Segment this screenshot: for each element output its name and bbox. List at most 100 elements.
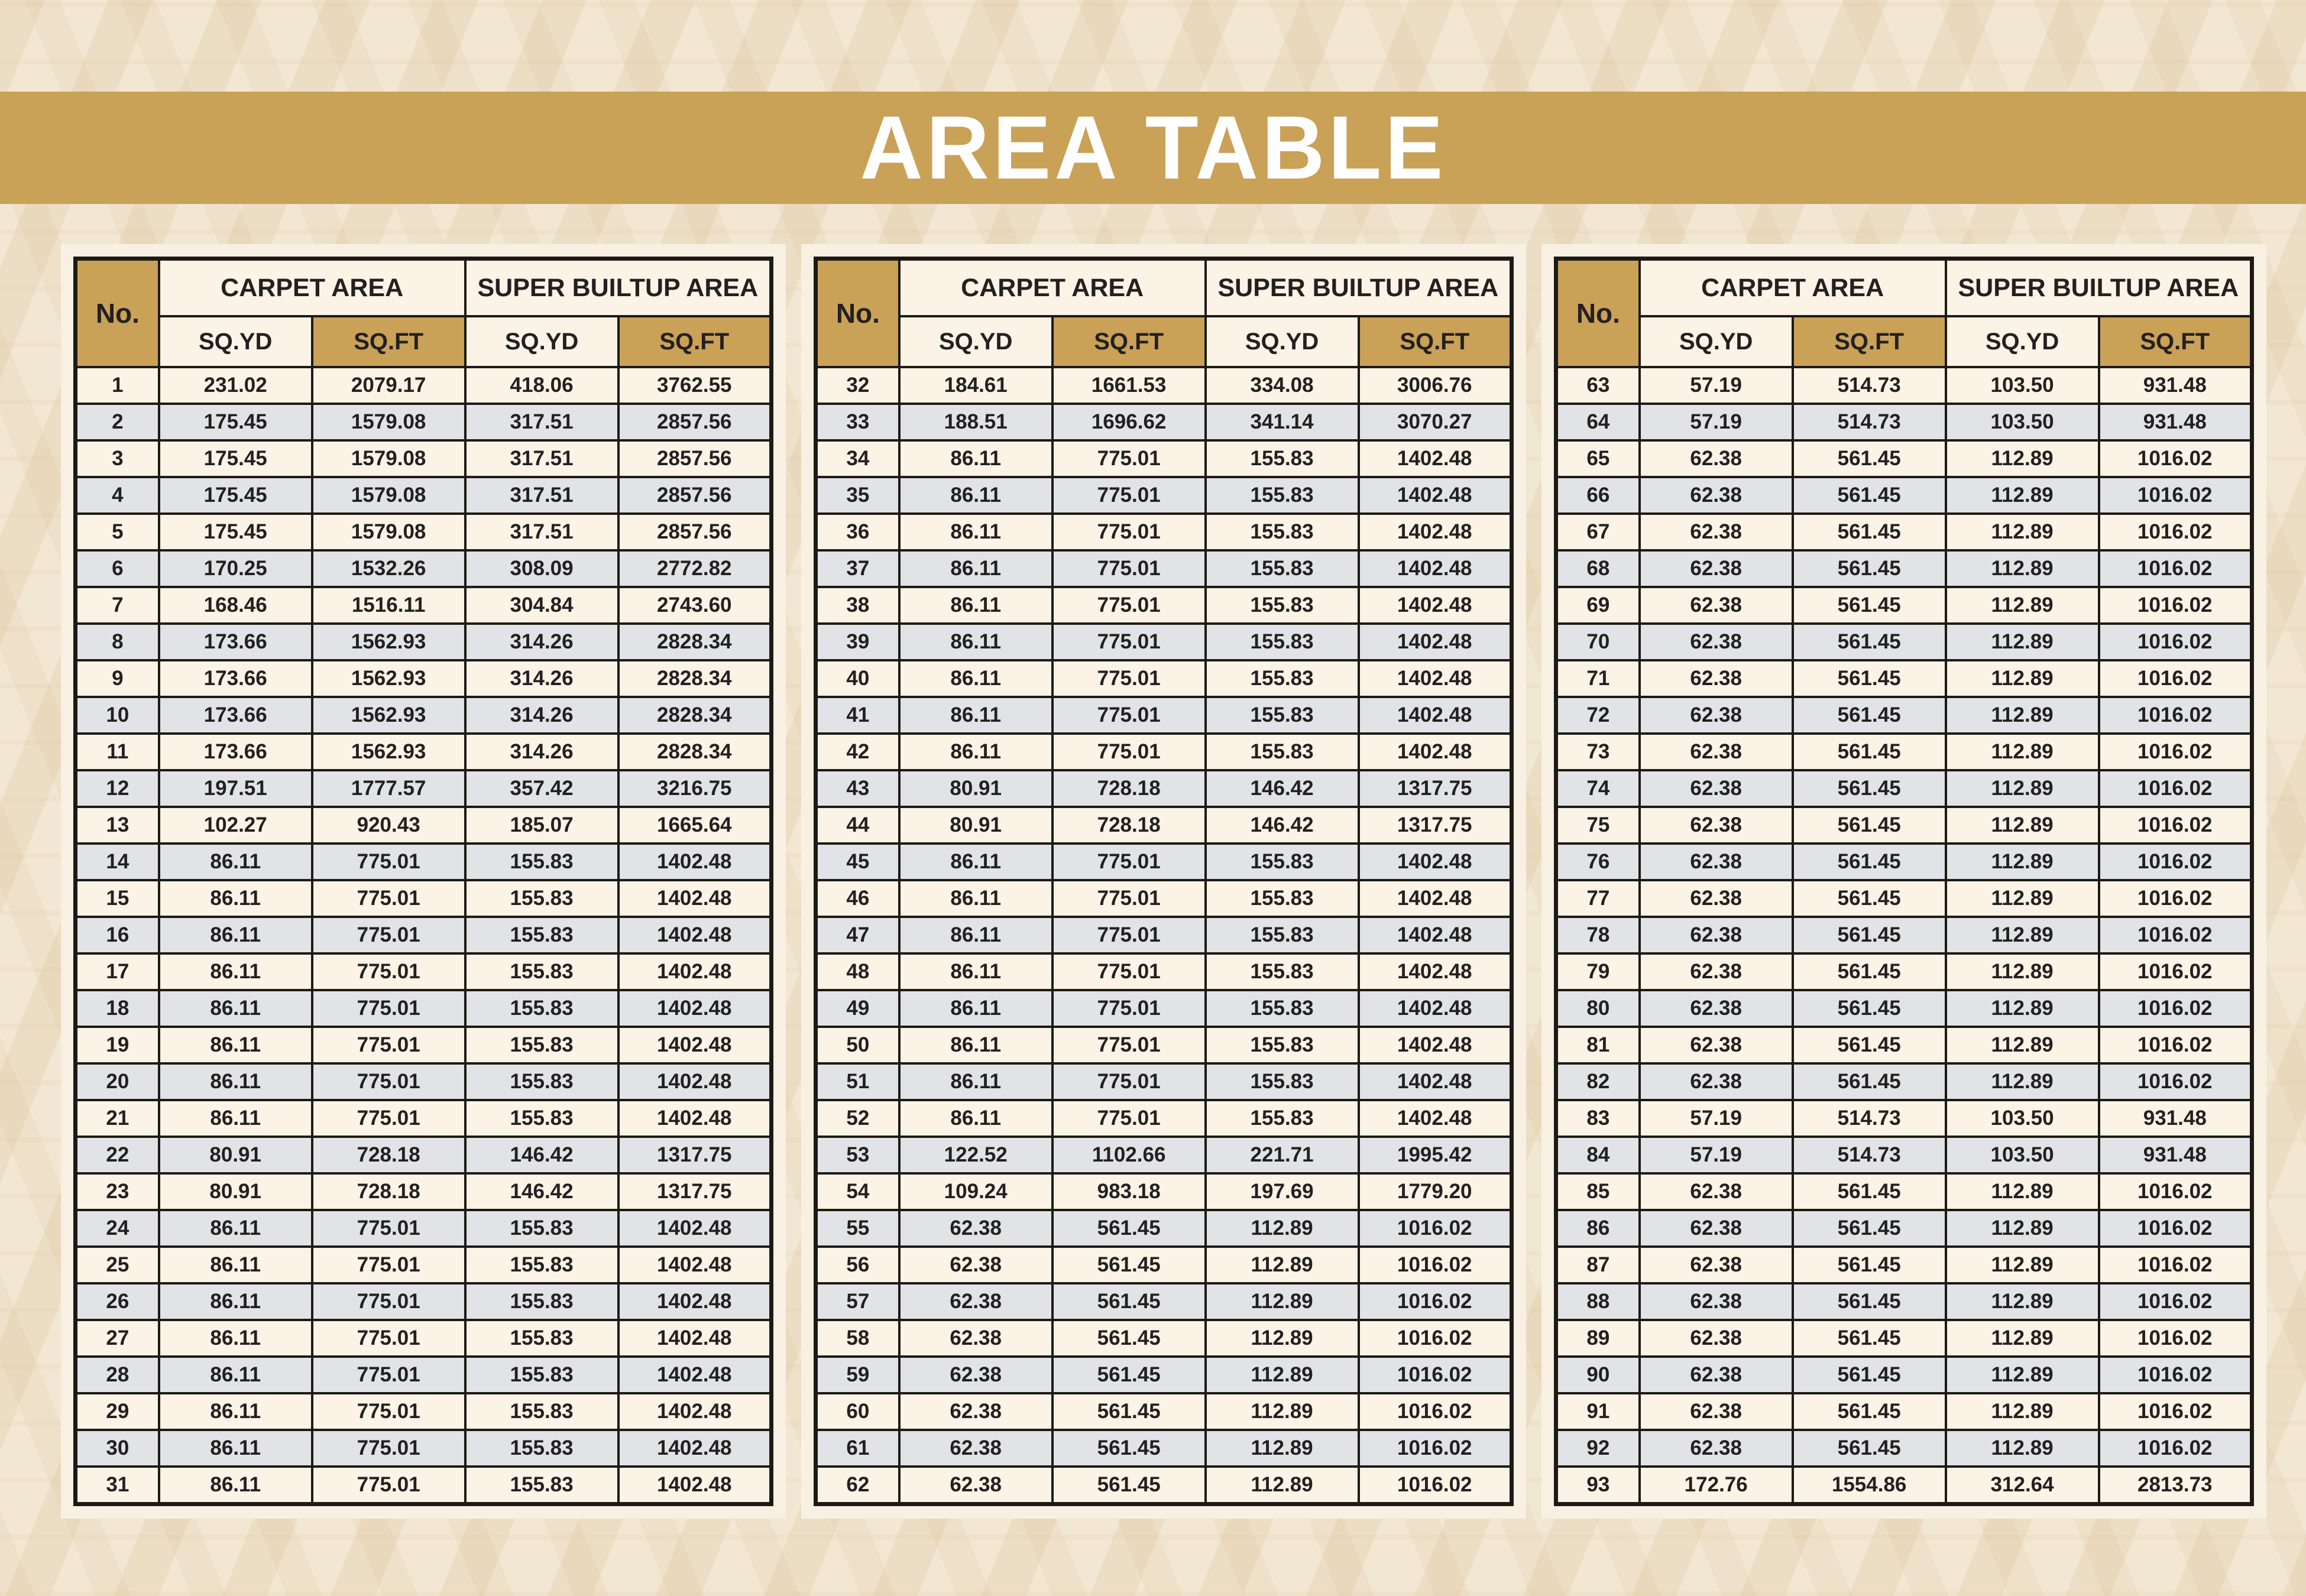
super-sqft-cell: 1317.75 <box>1357 769 1513 808</box>
super-sqyd-header: SQ.YD <box>1944 315 2100 368</box>
super-sqft-cell: 1016.02 <box>2097 1026 2253 1065</box>
carpet-sqyd-cell: 172.76 <box>1638 1465 1794 1506</box>
super-sqyd-cell: 197.69 <box>1204 1172 1360 1211</box>
row-number-cell: 6 <box>74 549 160 588</box>
carpet-sqft-cell: 514.73 <box>1791 366 1947 405</box>
super-sqft-cell: 1665.64 <box>617 806 773 845</box>
carpet-sqft-cell: 775.01 <box>310 1429 467 1468</box>
table-row: 18 86.11 775.01 155.83 1402.48 <box>74 989 773 1028</box>
carpet-sqyd-cell: 86.11 <box>898 476 1054 515</box>
super-sqyd-cell: 341.14 <box>1204 403 1360 442</box>
carpet-sqft-cell: 775.01 <box>310 1282 467 1321</box>
super-sqft-cell: 1402.48 <box>617 1282 773 1321</box>
no-header: No. <box>814 257 901 368</box>
super-sqyd-cell: 314.26 <box>464 732 620 771</box>
row-number-cell: 3 <box>74 439 160 478</box>
carpet-sqft-cell: 2079.17 <box>310 366 467 405</box>
carpet-sqft-cell: 775.01 <box>1051 439 1207 478</box>
super-sqft-cell: 1402.48 <box>1357 622 1513 661</box>
carpet-sqyd-cell: 62.38 <box>1638 806 1794 845</box>
carpet-sqft-cell: 775.01 <box>1051 1026 1207 1065</box>
table-row: 48 86.11 775.01 155.83 1402.48 <box>814 952 1513 991</box>
super-sqyd-cell: 155.83 <box>464 1429 620 1468</box>
row-number-cell: 8 <box>74 622 160 661</box>
table-row: 53 122.52 1102.66 221.71 1995.42 <box>814 1136 1513 1175</box>
super-sqyd-cell: 112.89 <box>1944 476 2100 515</box>
carpet-sqft-cell: 775.01 <box>310 842 467 881</box>
carpet-sqft-cell: 514.73 <box>1791 1136 1947 1175</box>
row-number-cell: 43 <box>814 769 901 808</box>
table-row: 11 173.66 1562.93 314.26 2828.34 <box>74 732 773 771</box>
super-sqyd-cell: 357.42 <box>464 769 620 808</box>
carpet-sqft-cell: 561.45 <box>1051 1392 1207 1431</box>
area-table-1: No. CARPET AREA SUPER BUILTUP AREA SQ.YD SQ.… <box>73 257 773 1506</box>
super-sqyd-cell: 317.51 <box>464 439 620 478</box>
super-sqft-cell: 1016.02 <box>1357 1465 1513 1506</box>
row-number-cell: 2 <box>74 403 160 442</box>
super-sqyd-cell: 112.89 <box>1944 1429 2100 1468</box>
carpet-sqft-cell: 1696.62 <box>1051 403 1207 442</box>
row-number-cell: 15 <box>74 879 160 918</box>
row-number-cell: 44 <box>814 806 901 845</box>
super-sqyd-cell: 155.83 <box>1204 1026 1360 1065</box>
table-row: 21 86.11 775.01 155.83 1402.48 <box>74 1099 773 1138</box>
carpet-sqft-cell: 561.45 <box>1791 439 1947 478</box>
super-sqyd-cell: 155.83 <box>464 879 620 918</box>
carpet-sqft-cell: 775.01 <box>310 1465 467 1506</box>
carpet-sqyd-cell: 62.38 <box>1638 659 1794 698</box>
row-number-cell: 80 <box>1554 989 1641 1028</box>
carpet-sqyd-cell: 62.38 <box>1638 1355 1794 1394</box>
row-number-cell: 22 <box>74 1136 160 1175</box>
super-sqyd-cell: 155.83 <box>1204 732 1360 771</box>
super-sqft-cell: 1016.02 <box>2097 1062 2253 1101</box>
super-sqyd-cell: 155.83 <box>464 842 620 881</box>
carpet-sqyd-cell: 86.11 <box>157 879 313 918</box>
row-number-cell: 52 <box>814 1099 901 1138</box>
carpet-sqft-cell: 561.45 <box>1791 1026 1947 1065</box>
carpet-sqft-cell: 561.45 <box>1051 1245 1207 1284</box>
table-row: 69 62.38 561.45 112.89 1016.02 <box>1554 586 2253 625</box>
carpet-sqyd-cell: 57.19 <box>1638 366 1794 405</box>
super-sqft-cell: 2857.56 <box>617 439 773 478</box>
row-number-cell: 30 <box>74 1429 160 1468</box>
carpet-sqyd-cell: 62.38 <box>1638 476 1794 515</box>
table-row: 6 170.25 1532.26 308.09 2772.82 <box>74 549 773 588</box>
table-row: 15 86.11 775.01 155.83 1402.48 <box>74 879 773 918</box>
carpet-sqyd-cell: 86.11 <box>157 1465 313 1506</box>
super-sqyd-cell: 155.83 <box>464 952 620 991</box>
table-row: 25 86.11 775.01 155.83 1402.48 <box>74 1245 773 1284</box>
super-sqyd-cell: 155.83 <box>1204 879 1360 918</box>
row-number-cell: 76 <box>1554 842 1641 881</box>
carpet-sqyd-cell: 86.11 <box>898 916 1054 955</box>
carpet-sqyd-cell: 86.11 <box>898 842 1054 881</box>
carpet-area-header: CARPET AREA <box>157 257 467 317</box>
carpet-sqft-cell: 728.18 <box>310 1172 467 1211</box>
table-row: 4 175.45 1579.08 317.51 2857.56 <box>74 476 773 515</box>
row-number-cell: 88 <box>1554 1282 1641 1321</box>
row-number-cell: 40 <box>814 659 901 698</box>
table-row: 43 80.91 728.18 146.42 1317.75 <box>814 769 1513 808</box>
table-row: 77 62.38 561.45 112.89 1016.02 <box>1554 879 2253 918</box>
row-number-cell: 4 <box>74 476 160 515</box>
carpet-sqyd-cell: 86.11 <box>898 732 1054 771</box>
super-sqyd-cell: 146.42 <box>1204 806 1360 845</box>
carpet-sqft-cell: 775.01 <box>1051 696 1207 735</box>
carpet-sqft-cell: 561.45 <box>1791 549 1947 588</box>
super-sqft-cell: 931.48 <box>2097 1136 2253 1175</box>
super-sqft-cell: 931.48 <box>2097 366 2253 405</box>
carpet-sqyd-cell: 62.38 <box>1638 622 1794 661</box>
table-row: 91 62.38 561.45 112.89 1016.02 <box>1554 1392 2253 1431</box>
page-title: AREA TABLE <box>860 97 1446 198</box>
carpet-sqyd-cell: 62.38 <box>1638 1392 1794 1431</box>
carpet-sqyd-cell: 62.38 <box>1638 1282 1794 1321</box>
carpet-sqft-cell: 728.18 <box>1051 806 1207 845</box>
carpet-sqft-cell: 561.45 <box>1791 1245 1947 1284</box>
row-number-cell: 67 <box>1554 512 1641 552</box>
carpet-sqft-header: SQ.FT <box>1051 315 1207 368</box>
table-row: 66 62.38 561.45 112.89 1016.02 <box>1554 476 2253 515</box>
row-number-cell: 26 <box>74 1282 160 1321</box>
super-sqyd-cell: 155.83 <box>464 1209 620 1248</box>
row-number-cell: 45 <box>814 842 901 881</box>
carpet-sqft-cell: 775.01 <box>310 1245 467 1284</box>
carpet-sqft-cell: 1532.26 <box>310 549 467 588</box>
